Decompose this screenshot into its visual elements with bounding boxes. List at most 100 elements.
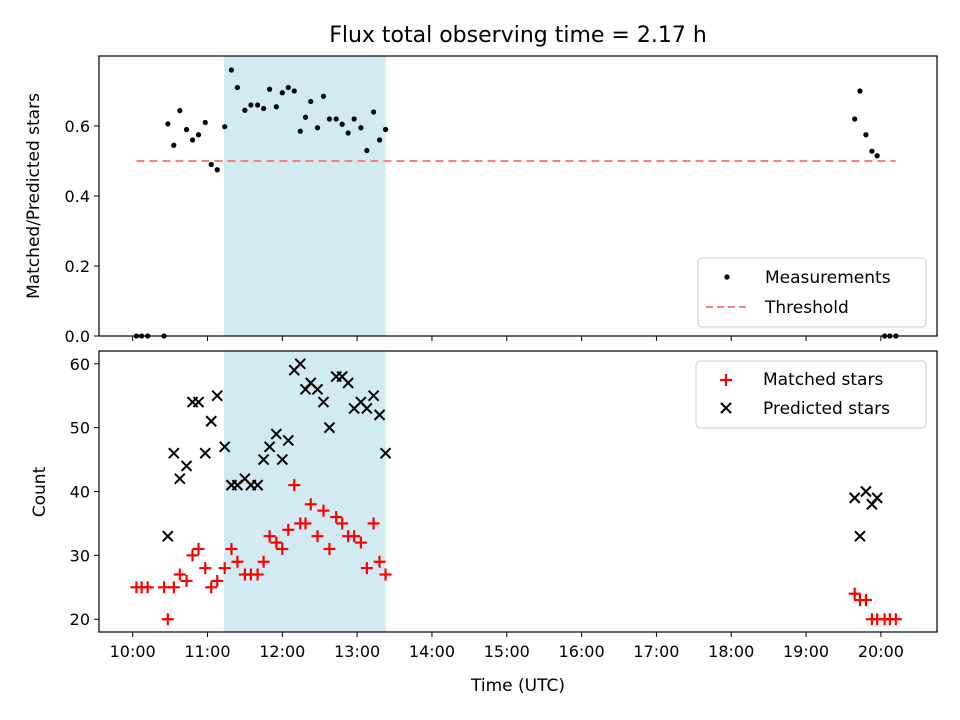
legend-marker-measurements	[724, 274, 730, 280]
top-y-tick-label: 0.2	[65, 257, 90, 276]
measurements-point	[339, 121, 345, 127]
x-tick-label: 10:00	[110, 642, 156, 661]
top-y-tick-label: 0.4	[65, 187, 90, 206]
matched-stars-point	[304, 498, 317, 511]
predicted-stars-point	[367, 389, 380, 402]
measurements-point	[333, 116, 339, 122]
measurements-point	[228, 67, 235, 73]
predicted-stars-point	[205, 415, 217, 427]
measurements-point	[214, 167, 220, 173]
legend-label-predicted-stars: Predicted stars	[763, 399, 890, 419]
measurements-point	[852, 116, 858, 122]
bottom-y-tick-label: 20	[70, 610, 90, 629]
bottom-y-tick-label: 40	[70, 483, 90, 502]
measurements-point	[208, 161, 214, 168]
matched-stars-point	[859, 594, 872, 607]
predicted-stars-point	[180, 460, 193, 472]
predicted-stars-point	[257, 453, 270, 466]
x-axis-label: Time (UTC)	[470, 676, 565, 696]
matched-stars-point	[889, 613, 902, 626]
matched-stars-point	[330, 511, 343, 524]
x-tick-label: 17:00	[633, 642, 679, 661]
measurements-point	[177, 108, 183, 114]
x-tick-label: 18:00	[708, 642, 754, 661]
measurements-point	[202, 119, 208, 126]
predicted-stars-point	[251, 479, 264, 491]
x-tick-label: 20:00	[858, 642, 904, 661]
measurements-point	[863, 132, 869, 138]
measurements-point	[370, 109, 377, 115]
legend-marker-predicted-stars	[720, 402, 732, 414]
matched-stars-point	[173, 568, 186, 581]
measurements-point	[222, 124, 228, 130]
bottom-marks	[130, 358, 902, 626]
matched-stars-point	[180, 574, 193, 587]
measurements-point	[279, 90, 285, 96]
measurements-point	[857, 88, 863, 94]
predicted-stars-point	[192, 396, 205, 408]
measurements-point	[273, 104, 279, 110]
measurements-point	[189, 137, 196, 143]
measurements-point	[261, 105, 267, 112]
legend-label-threshold: Threshold	[764, 298, 849, 318]
measurements-point	[242, 107, 248, 113]
x-tick-label: 16:00	[559, 642, 605, 661]
x-tick-label: 14:00	[409, 642, 455, 661]
predicted-stars-point	[174, 473, 186, 485]
measurements-point	[869, 148, 875, 154]
measurements-point	[297, 128, 303, 134]
predicted-stars-point	[162, 530, 174, 542]
top-y-ticks: 0.0 0.2 0.4 0.6	[65, 117, 99, 346]
matched-stars-point	[282, 523, 295, 536]
matched-stars-point	[225, 542, 238, 555]
matched-stars-point	[186, 549, 199, 562]
matched-stars-point	[161, 613, 174, 626]
measurements-point	[171, 142, 177, 148]
matched-stars-point	[218, 562, 231, 575]
predicted-stars-point	[168, 447, 180, 459]
bottom-panel: 20 30 40 50 60 10:00 11:00 12:00 13:00 14:00 15:0…	[30, 350, 938, 696]
predicted-stars-point	[270, 428, 283, 440]
top-panel: 0.0 0.2 0.4 0.6 Matched/Predicted stars Mea…	[24, 55, 938, 346]
matched-stars-point	[311, 530, 324, 543]
predicted-stars-point	[373, 409, 386, 421]
top-shaded-region	[223, 56, 386, 336]
top-x-ticks	[132, 336, 882, 341]
bottom-y-tick-label: 60	[70, 355, 90, 374]
measurements-point	[874, 153, 880, 159]
matched-stars-point	[354, 536, 367, 549]
matched-stars-point	[141, 581, 154, 594]
bottom-legend-box	[695, 360, 927, 429]
measurements-point	[320, 93, 327, 99]
matched-stars-point	[288, 479, 301, 492]
measurements-point	[165, 121, 171, 127]
predicted-stars-point	[871, 492, 883, 504]
predicted-stars-point	[263, 441, 276, 453]
legend-marker-matched-stars	[720, 374, 732, 386]
x-tick-label: 11:00	[184, 642, 230, 661]
measurements-point	[351, 116, 357, 122]
bottom-y-ticks: 20 30 40 50 60	[70, 355, 99, 629]
matched-stars-point	[251, 568, 264, 581]
predicted-stars-point	[282, 434, 295, 447]
matched-stars-point	[848, 587, 861, 600]
measurements-point	[302, 114, 309, 120]
matched-stars-point	[360, 562, 373, 575]
bottom-y-tick-label: 30	[70, 546, 90, 565]
predicted-stars-point	[854, 530, 866, 542]
x-tick-label: 19:00	[783, 642, 829, 661]
measurements-point	[285, 84, 291, 91]
measurements-point	[195, 132, 202, 138]
top-legend-box	[697, 257, 927, 328]
bottom-y-tick-label: 50	[70, 419, 90, 438]
measurements-point	[314, 125, 321, 131]
top-y-axis-label: Matched/Predicted stars	[24, 93, 44, 299]
top-legend: Measurements Threshold	[697, 257, 927, 328]
matched-stars-point	[348, 530, 361, 543]
measurements-point	[266, 86, 273, 92]
matched-stars-point	[211, 574, 224, 587]
measurements-point	[255, 102, 261, 108]
predicted-stars-point	[323, 421, 336, 434]
top-y-tick-label: 0.6	[65, 117, 90, 136]
